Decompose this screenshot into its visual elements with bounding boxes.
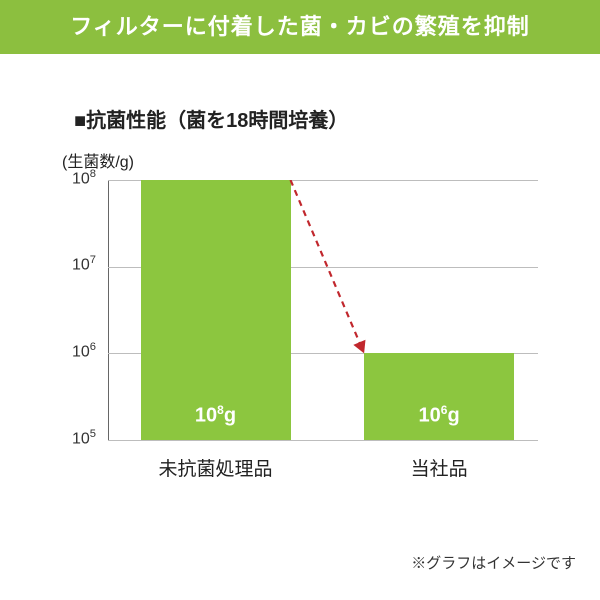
bar-untreated: 108g (141, 180, 291, 440)
gridline (108, 440, 538, 441)
header-text: フィルターに付着した菌・カビの繁殖を抑制 (70, 14, 530, 39)
chart-title-prefix: ■ (74, 110, 86, 132)
bar-value-label: 106g (419, 403, 460, 428)
plot-area: 108g 106g (108, 180, 538, 440)
chart-title-text: 抗菌性能（菌を18時間培養） (86, 110, 348, 132)
x-label-untreated: 未抗菌処理品 (126, 454, 306, 481)
header-band: フィルターに付着した菌・カビの繁殖を抑制 (0, 0, 600, 54)
y-tick: 106 (0, 341, 96, 361)
bar-ours: 106g (364, 353, 514, 440)
y-tick: 107 (0, 254, 96, 274)
y-axis-line (108, 180, 109, 440)
footnote: ※グラフはイメージです (411, 552, 576, 573)
bar-value-label: 108g (195, 403, 236, 428)
x-label-ours: 当社品 (349, 454, 529, 481)
y-tick: 105 (0, 428, 96, 448)
y-tick: 108 (0, 168, 96, 188)
chart-title: ■抗菌性能（菌を18時間培養） (74, 104, 348, 133)
